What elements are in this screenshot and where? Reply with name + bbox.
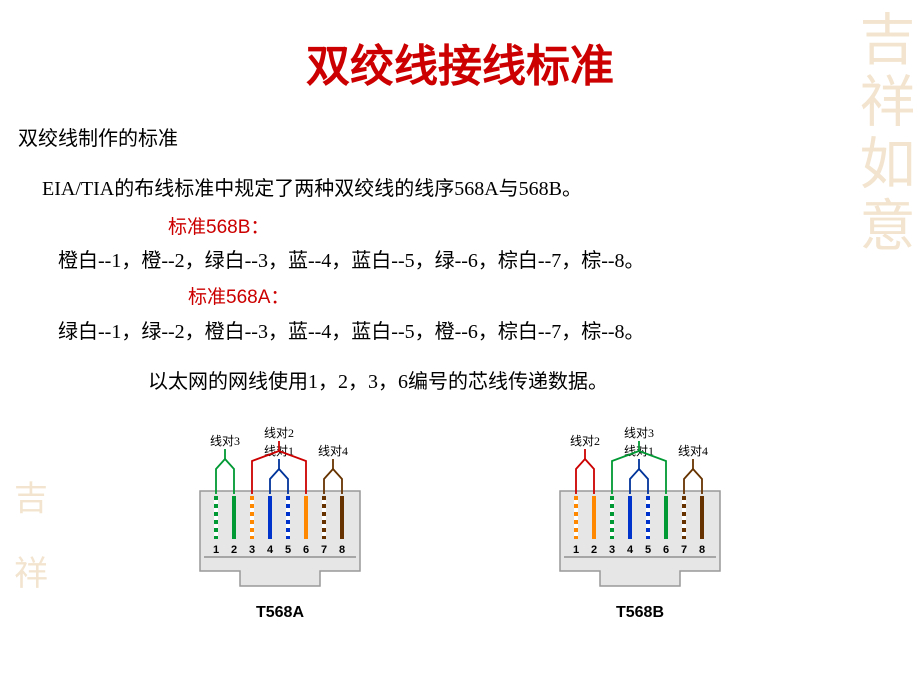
- svg-text:4: 4: [627, 544, 634, 556]
- rj45-svg-a: 12345678线对3线对1线对2线对4: [160, 421, 400, 591]
- rj45-diagram-a: 12345678线对3线对1线对2线对4 T568A: [150, 421, 410, 626]
- std-a-sequence: 绿白--1，绿--2，橙白--3，蓝--4，蓝白--5，橙--6，棕白--7，棕…: [18, 315, 902, 349]
- subtitle: 双绞线制作的标准: [18, 122, 902, 156]
- std-b-label: 标准568B：: [168, 212, 902, 244]
- svg-text:线对3: 线对3: [624, 426, 654, 440]
- svg-text:线对4: 线对4: [678, 444, 708, 458]
- svg-text:6: 6: [663, 544, 669, 556]
- std-b-sequence: 橙白--1，橙--2，绿白--3，蓝--4，蓝白--5，绿--6，棕白--7，棕…: [18, 244, 902, 278]
- caption-a: T568A: [150, 599, 410, 626]
- page-title: 双绞线接线标准: [0, 0, 920, 122]
- svg-text:7: 7: [681, 544, 687, 556]
- svg-text:线对2: 线对2: [264, 426, 294, 440]
- svg-text:1: 1: [573, 544, 579, 556]
- svg-text:7: 7: [321, 544, 327, 556]
- std-a-label: 标准568A：: [188, 282, 902, 314]
- svg-text:5: 5: [645, 544, 651, 556]
- svg-text:2: 2: [591, 544, 597, 556]
- svg-text:8: 8: [339, 544, 345, 556]
- svg-text:线对2: 线对2: [570, 434, 600, 448]
- svg-text:线对4: 线对4: [318, 444, 348, 458]
- content-area: 双绞线制作的标准 EIA/TIA的布线标准中规定了两种双绞线的线序568A与56…: [0, 122, 920, 626]
- svg-text:6: 6: [303, 544, 309, 556]
- intro-text: EIA/TIA的布线标准中规定了两种双绞线的线序568A与568B。: [18, 172, 902, 206]
- rj45-svg-b: 12345678线对2线对1线对3线对4: [520, 421, 760, 591]
- svg-text:线对3: 线对3: [210, 434, 240, 448]
- svg-text:1: 1: [213, 544, 219, 556]
- svg-text:5: 5: [285, 544, 291, 556]
- note-text: 以太网的网线使用1，2，3，6编号的芯线传递数据。: [18, 365, 902, 399]
- svg-text:2: 2: [231, 544, 237, 556]
- svg-text:8: 8: [699, 544, 705, 556]
- caption-b: T568B: [510, 599, 770, 626]
- svg-text:3: 3: [249, 544, 255, 556]
- diagrams-row: 12345678线对3线对1线对2线对4 T568A 12345678线对2线对…: [18, 421, 902, 626]
- svg-text:3: 3: [609, 544, 615, 556]
- rj45-diagram-b: 12345678线对2线对1线对3线对4 T568B: [510, 421, 770, 626]
- svg-text:4: 4: [267, 544, 274, 556]
